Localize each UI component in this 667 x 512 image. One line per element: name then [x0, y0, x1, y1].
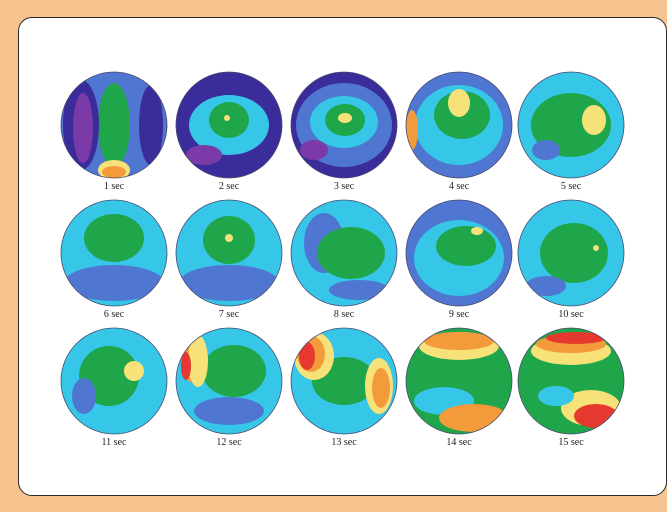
contour-region — [124, 361, 144, 381]
contour-disc — [175, 71, 283, 179]
contour-region — [439, 404, 509, 432]
contour-region — [300, 140, 328, 160]
contour-disc — [290, 327, 398, 435]
time-label: 12 sec — [216, 437, 242, 448]
contour-region — [186, 145, 222, 165]
frame-cell: 3 sec — [289, 70, 399, 196]
contour-region — [538, 386, 574, 406]
disc-outline — [60, 199, 168, 307]
frame-cell: 8 sec — [289, 198, 399, 324]
contour-region — [582, 105, 606, 135]
contour-region — [372, 368, 390, 408]
contour-disc — [175, 327, 283, 435]
contour-region — [102, 166, 126, 178]
contour-region — [471, 227, 483, 235]
figure-panel: 1 sec 2 sec 3 sec 4 sec 5 sec 6 sec 7 sec 8 sec… — [18, 17, 667, 496]
disc-outline — [405, 199, 513, 307]
contour-disc — [175, 199, 283, 307]
contour-disc — [517, 199, 625, 307]
frame-cell: 5 sec — [516, 70, 626, 196]
frame-cell: 13 sec — [289, 326, 399, 452]
disc-outline — [290, 71, 398, 179]
disc-outline — [517, 199, 625, 307]
contour-region — [181, 352, 191, 380]
time-label: 11 sec — [101, 437, 127, 448]
contour-region — [194, 397, 264, 425]
disc-outline — [60, 327, 168, 435]
frame-cell: 15 sec — [516, 326, 626, 452]
time-label: 4 sec — [448, 181, 470, 192]
time-label: 1 sec — [103, 181, 125, 192]
frame-cell: 12 sec — [174, 326, 284, 452]
contour-region — [202, 345, 266, 397]
contour-region — [436, 226, 496, 266]
frame-cell: 10 sec — [516, 198, 626, 324]
contour-disc — [290, 199, 398, 307]
contour-disc — [60, 71, 168, 179]
contour-disc — [405, 327, 513, 435]
disc-outline — [290, 327, 398, 435]
frame-cell: 11 sec — [59, 326, 169, 452]
contour-region — [526, 276, 566, 296]
contour-region — [338, 113, 352, 123]
contour-region — [299, 342, 315, 370]
frame-cell: 6 sec — [59, 198, 169, 324]
contour-region — [424, 332, 494, 350]
time-label: 9 sec — [448, 309, 470, 320]
contour-region — [448, 89, 470, 117]
contour-region — [98, 83, 130, 167]
time-label: 10 sec — [558, 309, 584, 320]
frame-cell: 2 sec — [174, 70, 284, 196]
contour-region — [225, 234, 233, 242]
contour-region — [224, 115, 230, 121]
disc-outline — [517, 71, 625, 179]
disc-outline — [175, 327, 283, 435]
contour-disc — [517, 71, 625, 179]
time-label: 7 sec — [218, 309, 240, 320]
time-label: 13 sec — [331, 437, 357, 448]
contour-region — [546, 332, 606, 344]
disc-outline — [405, 71, 513, 179]
contour-region — [540, 223, 608, 283]
frame-cell: 9 sec — [404, 198, 514, 324]
frame-cell: 4 sec — [404, 70, 514, 196]
contour-disc — [290, 71, 398, 179]
disc-outline — [60, 71, 168, 179]
time-label: 3 sec — [333, 181, 355, 192]
disc-outline — [405, 327, 513, 435]
disc-outline — [290, 199, 398, 307]
contour-region — [593, 245, 599, 251]
contour-disc — [517, 327, 625, 435]
contour-region — [574, 404, 618, 428]
frame-cell: 1 sec — [59, 70, 169, 196]
disc-outline — [175, 199, 283, 307]
time-label: 6 sec — [103, 309, 125, 320]
contour-disc — [60, 327, 168, 435]
contour-region — [179, 265, 279, 301]
time-label: 5 sec — [560, 181, 582, 192]
contour-region — [406, 110, 418, 150]
time-label: 8 sec — [333, 309, 355, 320]
disc-outline — [175, 71, 283, 179]
contour-disc — [60, 199, 168, 307]
contour-region — [84, 214, 144, 262]
contour-region — [329, 280, 389, 300]
contour-region — [139, 85, 163, 165]
contour-region — [64, 265, 164, 301]
contour-region — [72, 378, 96, 414]
time-label: 2 sec — [218, 181, 240, 192]
contour-region — [532, 140, 560, 160]
contour-region — [188, 335, 208, 387]
disc-outline — [517, 327, 625, 435]
frame-cell: 14 sec — [404, 326, 514, 452]
time-label: 14 sec — [446, 437, 472, 448]
time-label: 15 sec — [558, 437, 584, 448]
contour-disc — [405, 199, 513, 307]
contour-disc — [405, 71, 513, 179]
contour-region — [73, 93, 93, 163]
frame-cell: 7 sec — [174, 198, 284, 324]
contour-region — [317, 227, 385, 279]
